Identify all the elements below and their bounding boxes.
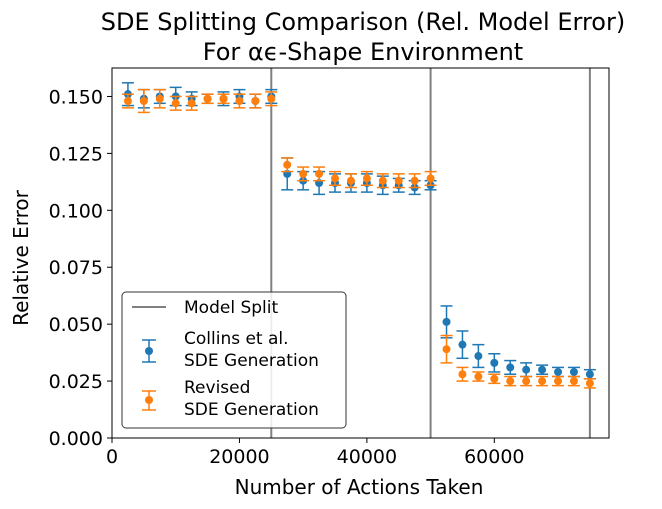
data-point xyxy=(267,94,276,103)
chart-subtitle: For αϵ-Shape Environment xyxy=(203,38,523,66)
legend-series-1-swatch xyxy=(142,339,156,363)
data-point xyxy=(203,94,212,103)
y-tick-label: 0.025 xyxy=(49,371,103,393)
legend-series-2-swatch xyxy=(142,390,156,411)
legend-split-label: Model Split xyxy=(184,298,278,318)
data-point xyxy=(506,363,515,372)
data-point xyxy=(522,377,531,386)
y-tick-label: 0.000 xyxy=(49,428,103,450)
data-point xyxy=(362,174,371,183)
data-point xyxy=(394,176,403,185)
data-point xyxy=(474,352,483,361)
data-point xyxy=(585,370,594,379)
data-point xyxy=(490,374,499,383)
y-axis-label: Relative Error xyxy=(9,189,33,326)
data-point xyxy=(251,97,260,106)
data-point xyxy=(554,367,563,376)
data-point xyxy=(187,99,196,108)
data-point xyxy=(283,160,292,169)
y-tick-label: 0.150 xyxy=(49,86,103,108)
x-tick-label: 60000 xyxy=(464,446,524,468)
data-point xyxy=(458,340,467,349)
data-point xyxy=(299,169,308,178)
data-point xyxy=(378,176,387,185)
legend-series-1-line2: SDE Generation xyxy=(184,351,319,371)
data-point xyxy=(155,94,164,103)
data-point xyxy=(235,97,244,106)
y-tick-label: 0.100 xyxy=(49,200,103,222)
data-point xyxy=(490,358,499,367)
axes: 0 20000 40000 60000 0.000 0.025 0.050 0.075 0.10… xyxy=(49,67,610,468)
x-tick-label: 20000 xyxy=(209,446,269,468)
data-point xyxy=(410,176,419,185)
data-point xyxy=(474,372,483,381)
axes-frame xyxy=(111,67,610,439)
data-point xyxy=(426,174,435,183)
data-point xyxy=(554,377,563,386)
legend-series-2-line1: Revised xyxy=(184,378,250,398)
data-point xyxy=(139,97,148,106)
data-point xyxy=(123,97,132,106)
data-point xyxy=(219,94,228,103)
data-point xyxy=(315,169,324,178)
plot-area xyxy=(121,68,596,438)
data-point xyxy=(522,365,531,374)
x-tick-label: 40000 xyxy=(337,446,397,468)
legend-series-2-line2: SDE Generation xyxy=(184,400,319,420)
data-point xyxy=(569,367,578,376)
data-point xyxy=(585,379,594,388)
x-tick-label: 0 xyxy=(106,446,118,468)
data-point xyxy=(458,370,467,379)
data-point xyxy=(442,317,451,326)
legend: Model Split Collins et al. SDE Generatio… xyxy=(121,291,347,429)
y-tick-label: 0.050 xyxy=(49,314,103,336)
data-point xyxy=(346,176,355,185)
x-axis-label: Number of Actions Taken xyxy=(235,475,484,499)
chart-title: SDE Splitting Comparison (Rel. Model Err… xyxy=(101,8,625,36)
data-point xyxy=(442,345,451,354)
data-point xyxy=(538,377,547,386)
data-point xyxy=(538,365,547,374)
data-point xyxy=(569,377,578,386)
data-point xyxy=(506,377,515,386)
y-tick-label: 0.075 xyxy=(49,257,103,279)
legend-series-1-line1: Collins et al. xyxy=(184,329,289,349)
data-point xyxy=(171,99,180,108)
legend-frame xyxy=(121,291,347,429)
data-point xyxy=(331,174,340,183)
series-2 xyxy=(121,88,596,389)
y-tick-label: 0.125 xyxy=(49,143,103,165)
